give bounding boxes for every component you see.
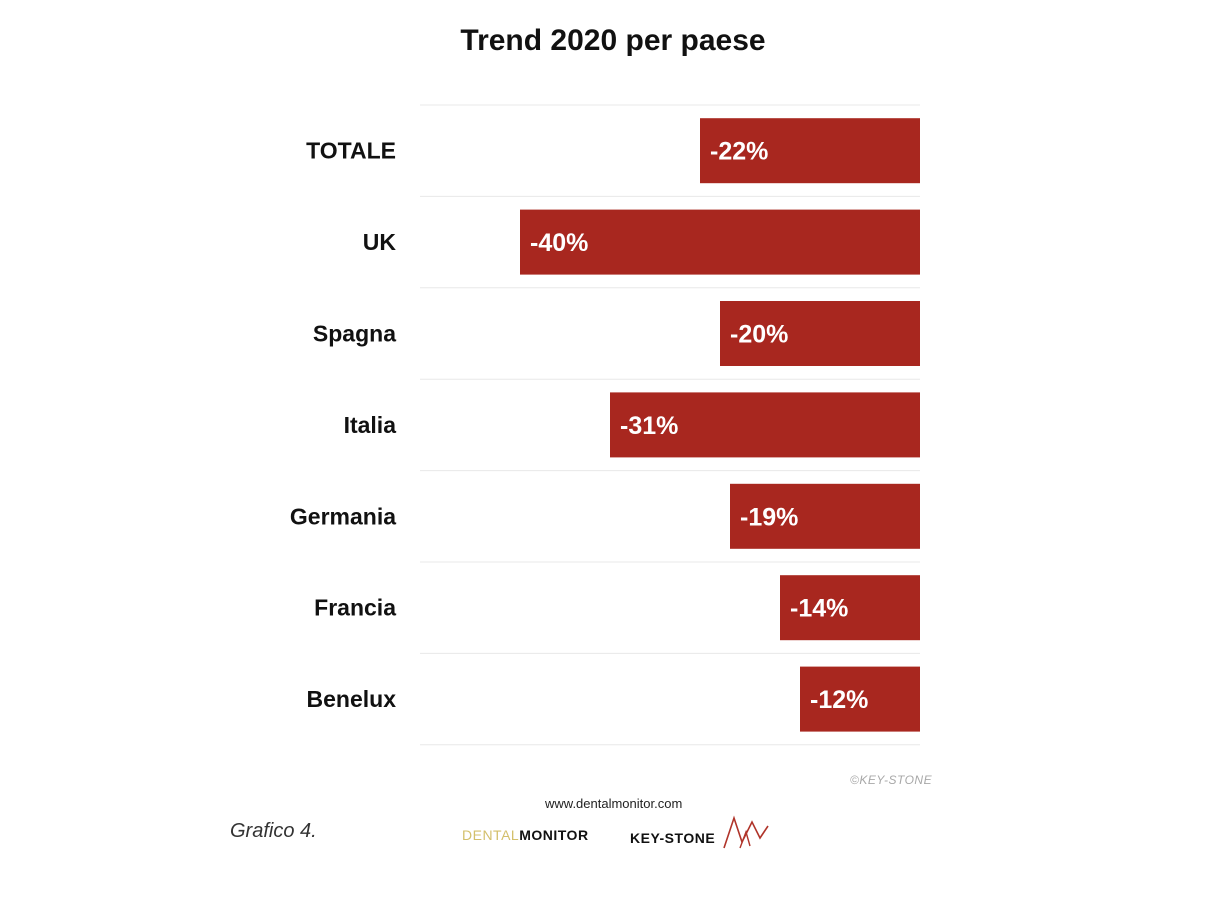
value-label: -12% [810,686,868,714]
value-label: -19% [740,503,798,531]
bar-germania [730,483,920,549]
dental-monitor-logo: DENTALMONITOR [462,827,589,843]
value-label: -31% [620,412,678,440]
category-label: Italia [344,412,397,438]
value-label: -22% [710,138,768,166]
logo-monitor-part: MONITOR [519,827,589,843]
website-link[interactable]: www.dentalmonitor.com [545,796,683,811]
bar-francia [780,575,920,641]
category-label: Spagna [313,321,396,347]
bar-italia [610,392,920,458]
chart-title: Trend 2020 per paese [460,24,766,57]
key-stone-logo: KEY-STONE [630,830,716,846]
logo-dental-part: DENTAL [462,827,520,843]
bar-spagna [720,301,920,366]
category-label: Francia [314,595,396,621]
category-label: TOTALE [306,138,396,164]
copyright-text: ©KEY-STONE [850,773,933,787]
value-label: -20% [730,321,788,349]
bar-totale [700,118,920,184]
figure-caption: Grafico 4. [230,820,317,842]
category-label: Benelux [307,686,397,712]
value-label: -40% [530,229,588,257]
bar-benelux [800,666,920,732]
value-label: -14% [790,595,848,623]
key-stone-mark-icon [723,815,769,849]
category-label: Germania [290,503,396,529]
bar-uk [520,209,920,275]
category-label: UK [363,229,397,255]
